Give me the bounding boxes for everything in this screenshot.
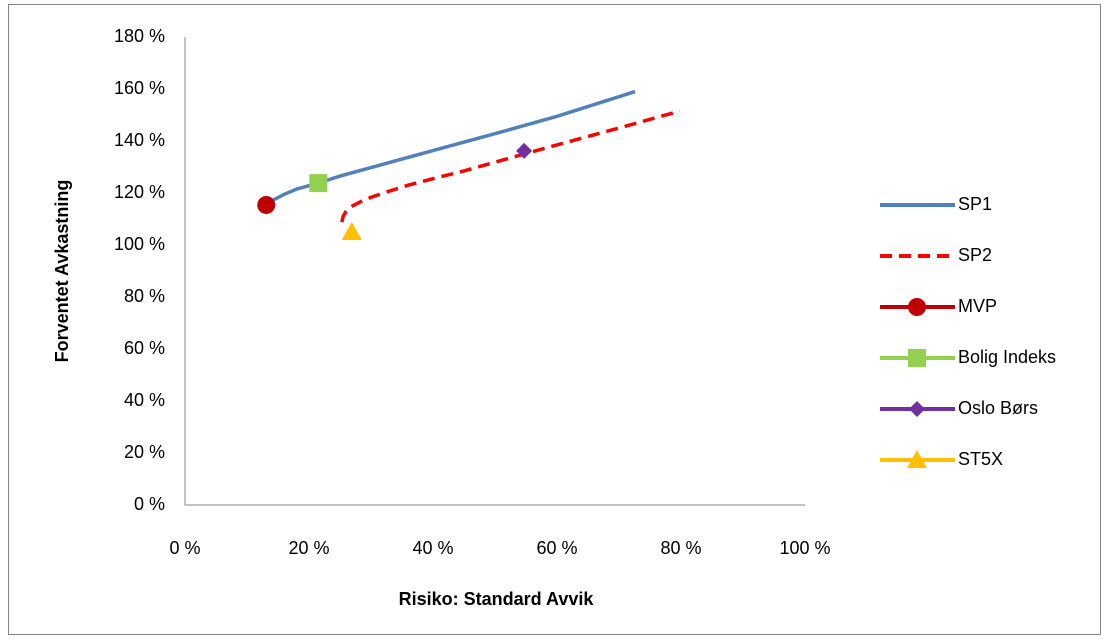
legend-label: SP2 [958, 245, 992, 265]
x-axis-title: Risiko: Standard Avvik [399, 589, 595, 609]
y-tick-label: 20 % [124, 442, 165, 462]
series-line [265, 89, 636, 207]
legend-label: ST5X [958, 449, 1003, 469]
legend-marker [909, 401, 925, 417]
legend-label: SP1 [958, 194, 992, 214]
y-tick-label: 180 % [114, 26, 165, 46]
y-tick-label: 140 % [114, 130, 165, 150]
x-tick-label: 0 % [169, 538, 200, 558]
y-tick-label: 120 % [114, 182, 165, 202]
y-tick-label: 40 % [124, 390, 165, 410]
y-tick-label: 60 % [124, 338, 165, 358]
marker [257, 195, 276, 214]
x-tick-label: 100 % [779, 538, 830, 558]
y-axis-title: Forventet Avkastning [52, 180, 72, 363]
x-tick-label: 80 % [660, 538, 701, 558]
legend-label: Bolig Indeks [958, 347, 1056, 367]
chart-border [8, 4, 1101, 635]
legend-label: MVP [958, 296, 997, 316]
y-tick-label: 160 % [114, 78, 165, 98]
legend-marker [908, 298, 926, 316]
x-tick-label: 40 % [412, 538, 453, 558]
legend-marker [907, 450, 927, 468]
series-line [340, 109, 681, 223]
y-tick-label: 0 % [134, 494, 165, 514]
x-tick-label: 20 % [288, 538, 329, 558]
marker [341, 222, 362, 240]
x-tick-label: 60 % [536, 538, 577, 558]
legend-label: Oslo Børs [958, 398, 1038, 418]
y-tick-label: 100 % [114, 234, 165, 254]
marker [516, 142, 533, 159]
marker [309, 174, 328, 193]
legend-marker [908, 349, 926, 367]
y-tick-label: 80 % [124, 286, 165, 306]
